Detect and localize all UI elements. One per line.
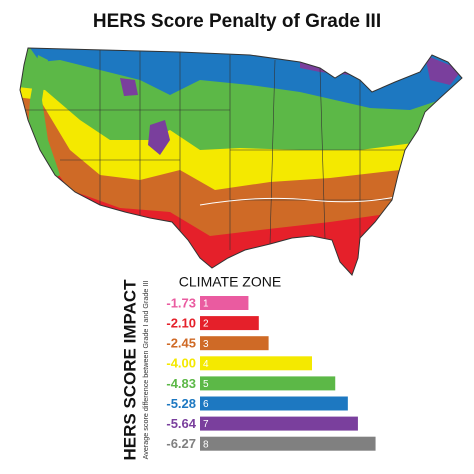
us-outline: [19, 47, 463, 276]
legend-title: CLIMATE ZONE: [179, 274, 281, 290]
zone-label: 2: [203, 319, 209, 330]
value-label: -2.45: [166, 336, 196, 351]
bar: [200, 296, 249, 310]
bar: [200, 396, 348, 411]
value-label: -4.83: [166, 376, 196, 391]
zone-label: 3: [203, 339, 209, 350]
value-label: -1.73: [166, 295, 196, 310]
bar: [200, 376, 336, 391]
zone-area: [148, 120, 170, 155]
zone-label: 4: [203, 359, 209, 370]
value-label: -6.27: [166, 436, 196, 451]
axis-subtitle: Average score difference between Grade I…: [141, 281, 150, 460]
bar: [200, 416, 358, 431]
zone-label: 5: [203, 379, 209, 390]
zone-label: 8: [203, 439, 209, 450]
bar: [200, 316, 259, 331]
bar: [200, 436, 376, 451]
page-title: HERS Score Penalty of Grade III: [93, 11, 381, 32]
value-label: -5.64: [166, 416, 196, 431]
climate-map: [20, 48, 462, 275]
zone-label: 1: [203, 299, 209, 310]
bar: [200, 356, 312, 371]
axis-label: HERS SCORE IMPACT: [120, 279, 139, 461]
zone-area: [120, 78, 138, 96]
zone-label: 6: [203, 399, 209, 410]
zone-label: 7: [203, 419, 209, 430]
value-label: -5.28: [166, 396, 196, 411]
bar: [200, 336, 269, 351]
value-label: -4.00: [166, 356, 196, 371]
value-label: -2.10: [166, 316, 196, 331]
zone-area: [425, 55, 462, 85]
region-line: [199, 195, 401, 206]
state-lines: [20, 48, 462, 250]
